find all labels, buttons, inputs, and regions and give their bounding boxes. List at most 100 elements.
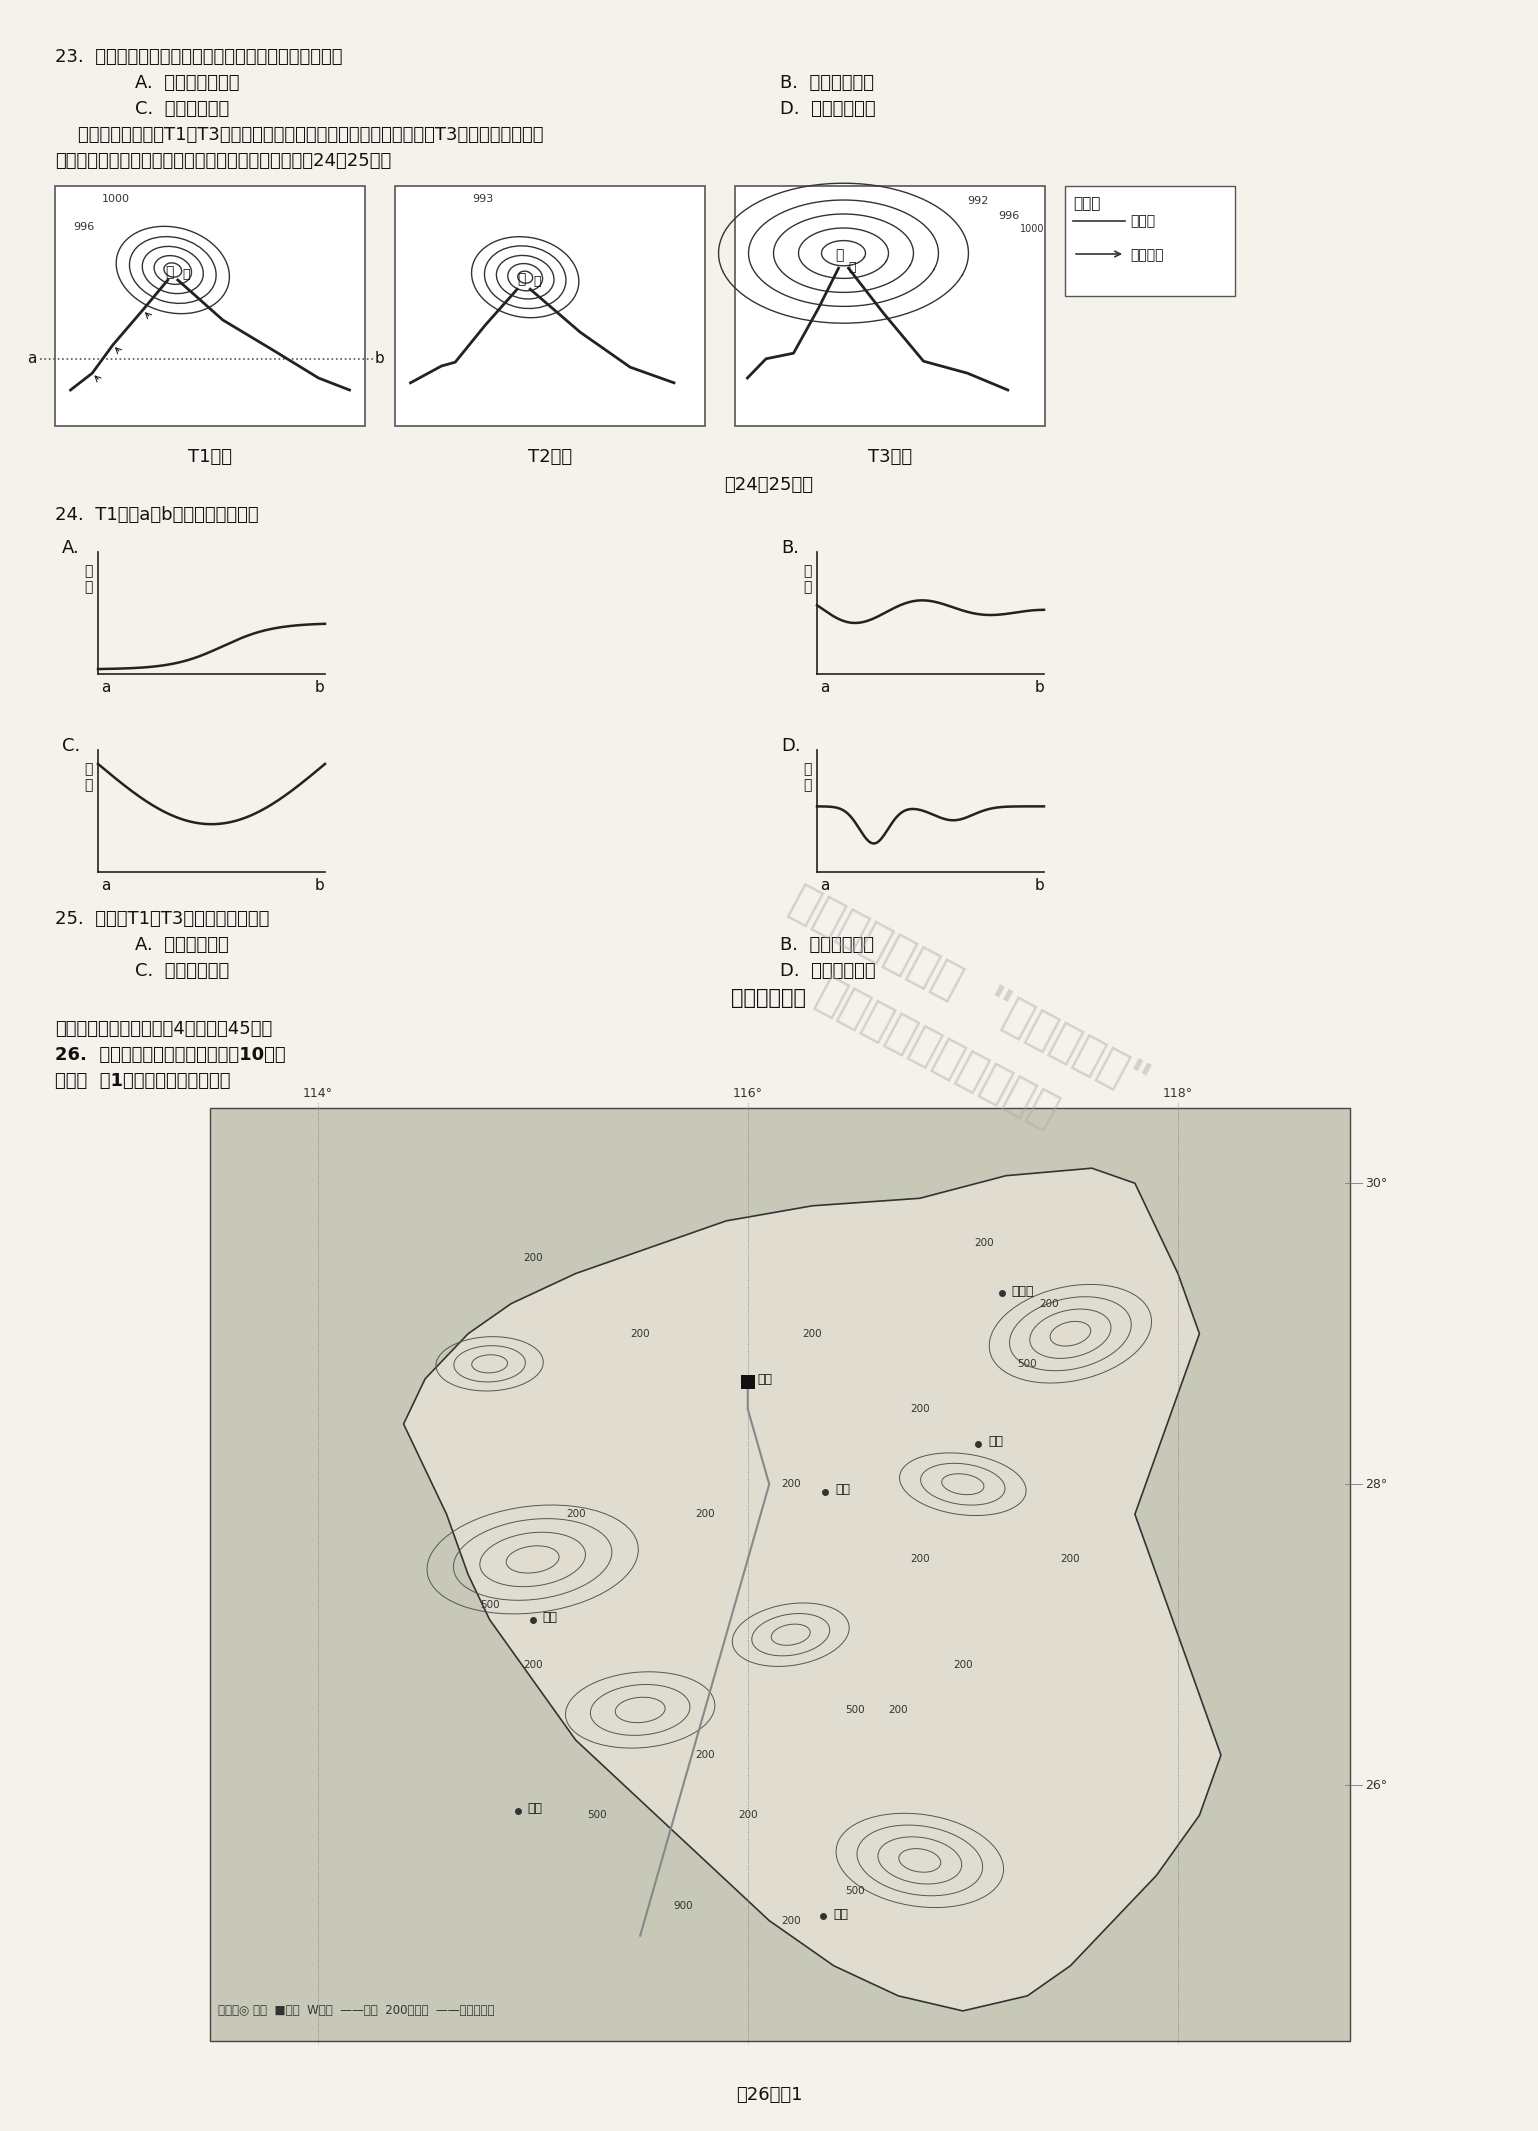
Text: A.  气压不断降低: A. 气压不断降低: [135, 936, 229, 955]
Text: 微信搜索小程序  "高考早知道"
第一时间获取最新资料: 微信搜索小程序 "高考早知道" 第一时间获取最新资料: [751, 880, 1157, 1166]
Text: 200: 200: [975, 1238, 994, 1249]
Text: 低: 低: [183, 269, 191, 281]
Text: B.: B.: [781, 539, 800, 556]
Text: 200: 200: [1040, 1298, 1058, 1308]
Text: 200: 200: [631, 1330, 651, 1338]
Text: 200: 200: [803, 1330, 823, 1338]
Text: 第26题图1: 第26题图1: [735, 2086, 803, 2103]
Text: A.: A.: [62, 539, 80, 556]
Text: T1时刻: T1时刻: [188, 448, 232, 467]
Bar: [211, 1108, 1350, 2041]
Text: 26.  阅读材料，完成下列问题。（10分）: 26. 阅读材料，完成下列问题。（10分）: [55, 1046, 286, 1063]
Text: 下图为华北某区域T1到T3时刻气旋周围锋面的分布与发展过程示意图。T3时刻卫星云图显示: 下图为华北某区域T1到T3时刻气旋周围锋面的分布与发展过程示意图。T3时刻卫星云…: [55, 126, 543, 145]
Text: 200: 200: [1061, 1553, 1080, 1564]
Text: 500: 500: [588, 1809, 608, 1820]
Bar: [1064, 185, 1235, 296]
Text: 200: 200: [781, 1916, 801, 1926]
Text: 低: 低: [534, 275, 541, 288]
Text: a: a: [28, 352, 37, 367]
Text: b: b: [315, 878, 325, 893]
Text: D.  科技水平领先: D. 科技水平领先: [780, 100, 875, 117]
Text: 200: 200: [910, 1553, 929, 1564]
Text: a: a: [102, 878, 111, 893]
Text: 景德镇: 景德镇: [1012, 1285, 1034, 1298]
Text: 200: 200: [781, 1479, 801, 1490]
Text: 南康: 南康: [528, 1803, 543, 1816]
Text: 赣州: 赣州: [834, 1907, 847, 1920]
Text: b: b: [1034, 878, 1044, 893]
Text: b: b: [1034, 680, 1044, 695]
Text: 图例：◎ 城市  ■铜矿  W钨矿  ——省界  200等高线  ——河流、湖泊: 图例：◎ 城市 ■铜矿 W钨矿 ——省界 200等高线 ——河流、湖泊: [218, 2005, 495, 2018]
Text: 鹰潭: 鹰潭: [987, 1434, 1003, 1449]
Text: T3时刻: T3时刻: [867, 448, 912, 467]
Text: 993: 993: [472, 194, 494, 205]
Bar: [735, 185, 1044, 426]
Text: 第24、25题图: 第24、25题图: [724, 475, 814, 494]
Text: 114°: 114°: [303, 1087, 332, 1100]
Text: 996: 996: [74, 222, 95, 232]
Text: 1000: 1000: [102, 194, 129, 205]
Text: 低: 低: [849, 262, 857, 275]
Text: 118°: 118°: [1163, 1087, 1193, 1100]
Text: a: a: [102, 680, 111, 695]
Text: 25.  甲地从T1到T3时段的天气现象是: 25. 甲地从T1到T3时段的天气现象是: [55, 910, 269, 927]
Text: 200: 200: [566, 1509, 586, 1519]
Text: 材料一  图1是江西省区域地形图。: 材料一 图1是江西省区域地形图。: [55, 1072, 231, 1089]
Text: 28°: 28°: [1366, 1477, 1387, 1492]
Text: b: b: [375, 352, 384, 367]
Text: 996: 996: [998, 211, 1020, 222]
Text: 气
压: 气 压: [804, 763, 812, 793]
Text: D.: D.: [781, 737, 801, 754]
Text: 气
压: 气 压: [85, 565, 92, 595]
Text: 200: 200: [889, 1705, 907, 1715]
Text: 等压线: 等压线: [1130, 213, 1155, 228]
Text: b: b: [315, 680, 325, 695]
Text: C.  对外交流较早: C. 对外交流较早: [135, 100, 229, 117]
Text: 116°: 116°: [732, 1087, 763, 1100]
Text: a: a: [820, 878, 829, 893]
Text: 200: 200: [695, 1750, 715, 1760]
Text: 200: 200: [523, 1253, 543, 1264]
Text: C.  风速一直减小: C. 风速一直减小: [135, 961, 229, 980]
Text: 甲: 甲: [165, 264, 174, 279]
Text: 非选择题部分: 非选择题部分: [732, 989, 806, 1008]
Text: 26°: 26°: [1366, 1779, 1387, 1792]
Text: 200: 200: [695, 1509, 715, 1519]
Text: A.  化学工业基础好: A. 化学工业基础好: [135, 75, 240, 92]
Text: 500: 500: [846, 1886, 864, 1894]
Polygon shape: [403, 1168, 1221, 2012]
Text: 1000: 1000: [1020, 224, 1044, 234]
Text: D.  天气终未晴朗: D. 天气终未晴朗: [780, 961, 875, 980]
Text: 200: 200: [954, 1660, 972, 1671]
Text: 甲: 甲: [835, 247, 844, 262]
Text: 200: 200: [523, 1660, 543, 1671]
Text: 992: 992: [967, 196, 989, 207]
Text: 甲: 甲: [517, 273, 526, 286]
Text: 抚州: 抚州: [835, 1483, 851, 1496]
Text: 图例：: 图例：: [1074, 196, 1100, 211]
Bar: [395, 185, 704, 426]
Text: C.: C.: [62, 737, 80, 754]
Text: 23.  推测汕头市兴起我国第一家感光材料生产企业得益于: 23. 推测汕头市兴起我国第一家感光材料生产企业得益于: [55, 49, 343, 66]
Text: 500: 500: [846, 1705, 864, 1715]
Text: 气
压: 气 压: [85, 763, 92, 793]
Bar: [741, 1374, 755, 1389]
Text: B.  气温不断升高: B. 气温不断升高: [780, 936, 874, 955]
Text: 24.  T1时刻a、b间气压变化规律是: 24. T1时刻a、b间气压变化规律是: [55, 505, 258, 524]
Text: 500: 500: [480, 1600, 500, 1609]
Text: 气流方向: 气流方向: [1130, 247, 1164, 262]
Text: 200: 200: [738, 1809, 758, 1820]
Text: B.  靠近发达地区: B. 靠近发达地区: [780, 75, 874, 92]
Text: 该区域形成很厚的浓云，造成大范围的雨雪天气。完成24、25题。: 该区域形成很厚的浓云，造成大范围的雨雪天气。完成24、25题。: [55, 151, 391, 170]
Text: 900: 900: [674, 1901, 694, 1912]
Text: 500: 500: [1018, 1360, 1037, 1368]
Text: 三、非选择题（本大题共4小题，共45分）: 三、非选择题（本大题共4小题，共45分）: [55, 1021, 272, 1038]
Bar: [55, 185, 365, 426]
Text: a: a: [820, 680, 829, 695]
Text: 气
压: 气 压: [804, 565, 812, 595]
Text: 吉安: 吉安: [543, 1611, 558, 1624]
Text: 200: 200: [910, 1404, 929, 1415]
Text: 30°: 30°: [1366, 1176, 1387, 1189]
Text: 南昌: 南昌: [758, 1372, 772, 1387]
Text: T2时刻: T2时刻: [528, 448, 572, 467]
